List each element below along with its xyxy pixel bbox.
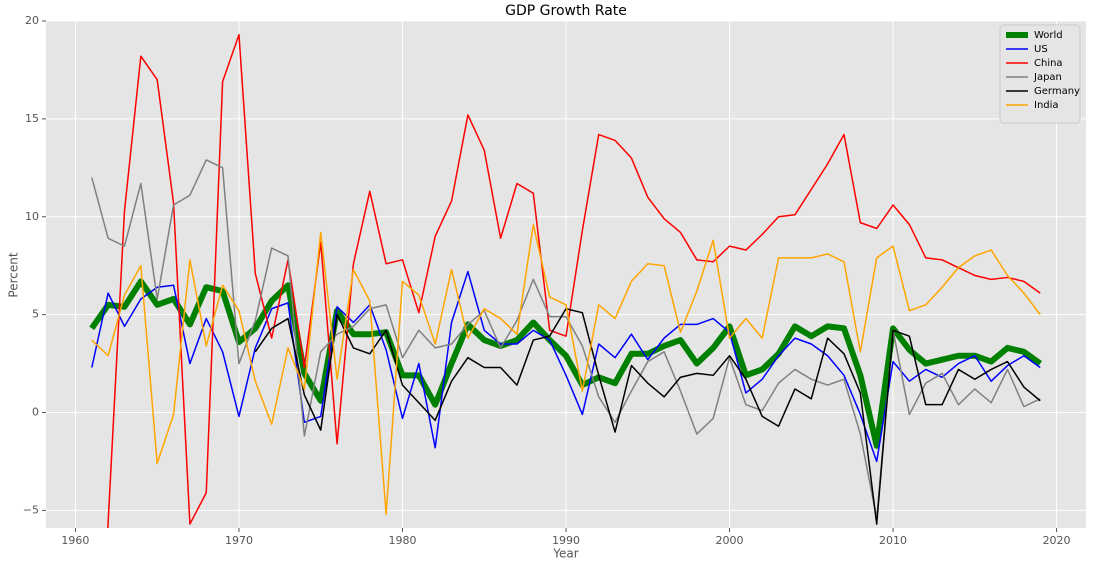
y-tick-label: 20	[25, 14, 39, 27]
legend-label: US	[1034, 44, 1048, 55]
chart-title: GDP Growth Rate	[505, 3, 627, 19]
x-tick-label: 1960	[61, 534, 89, 547]
grid	[42, 20, 1086, 532]
legend-label: India	[1034, 100, 1059, 111]
legend-label: China	[1034, 58, 1063, 69]
legend-label: Japan	[1033, 72, 1062, 83]
legend-label: World	[1034, 30, 1063, 41]
x-tick-label: 2020	[1043, 534, 1071, 547]
series-line	[254, 308, 1041, 525]
series-line	[91, 270, 1041, 463]
y-tick-label: 10	[25, 210, 39, 223]
x-tick-label: 1980	[388, 534, 416, 547]
series-line	[91, 223, 1041, 516]
x-tick-label: 1990	[552, 534, 580, 547]
y-tick-label: 15	[25, 112, 39, 125]
y-tick-label: 0	[32, 406, 39, 419]
y-axis-label: Percent	[7, 252, 21, 297]
x-axis-label: Year	[552, 547, 578, 561]
y-tick-label: 5	[32, 308, 39, 321]
legend-label: Germany	[1034, 86, 1080, 97]
legend: World US China Japan Germany India	[999, 24, 1081, 124]
x-tick-label: 1970	[225, 534, 253, 547]
x-tick-label: 2010	[879, 534, 907, 547]
y-tick-label: −5	[23, 503, 39, 516]
lines	[89, 33, 1042, 528]
series-line	[107, 33, 1041, 528]
x-tick-label: 2000	[716, 534, 744, 547]
